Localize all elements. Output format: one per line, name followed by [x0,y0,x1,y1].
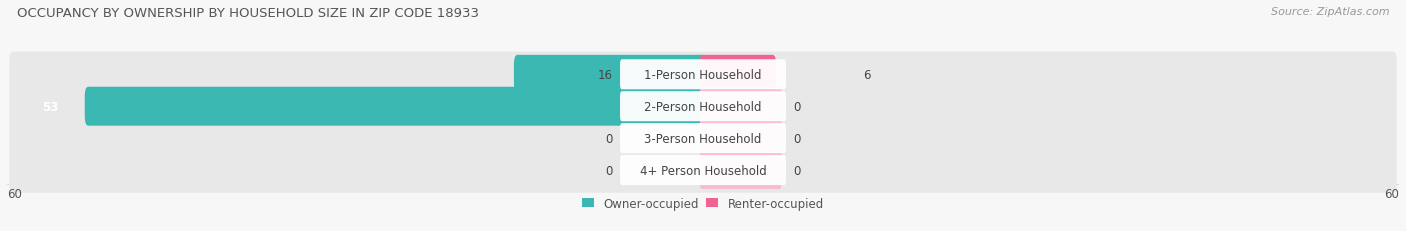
Text: 3-Person Household: 3-Person Household [644,132,762,145]
Text: 0: 0 [793,100,801,113]
FancyBboxPatch shape [700,87,782,126]
Text: 0: 0 [793,164,801,177]
Text: 60: 60 [1384,187,1399,200]
Text: 1-Person Household: 1-Person Household [644,68,762,82]
FancyBboxPatch shape [10,84,1396,129]
FancyBboxPatch shape [700,56,776,94]
Text: 6: 6 [863,68,870,82]
FancyBboxPatch shape [620,60,786,90]
FancyBboxPatch shape [620,155,786,185]
Text: 2-Person Household: 2-Person Household [644,100,762,113]
Legend: Owner-occupied, Renter-occupied: Owner-occupied, Renter-occupied [582,197,824,210]
FancyBboxPatch shape [515,56,706,94]
FancyBboxPatch shape [620,124,786,153]
FancyBboxPatch shape [84,87,706,126]
Text: 0: 0 [605,164,613,177]
Text: 60: 60 [7,187,22,200]
Text: 53: 53 [42,100,58,113]
FancyBboxPatch shape [700,151,782,190]
Text: 4+ Person Household: 4+ Person Household [640,164,766,177]
FancyBboxPatch shape [10,52,1396,97]
Text: 0: 0 [605,132,613,145]
FancyBboxPatch shape [10,116,1396,161]
Text: 0: 0 [793,132,801,145]
FancyBboxPatch shape [10,148,1396,193]
Text: OCCUPANCY BY OWNERSHIP BY HOUSEHOLD SIZE IN ZIP CODE 18933: OCCUPANCY BY OWNERSHIP BY HOUSEHOLD SIZE… [17,7,479,20]
FancyBboxPatch shape [620,92,786,122]
FancyBboxPatch shape [700,119,782,158]
Text: Source: ZipAtlas.com: Source: ZipAtlas.com [1271,7,1389,17]
Text: 16: 16 [598,68,613,82]
